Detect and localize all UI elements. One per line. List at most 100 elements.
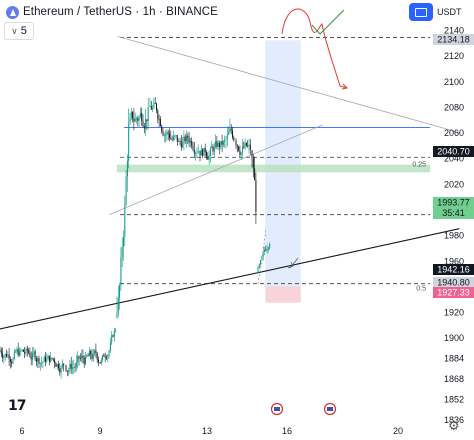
- candle: [169, 133, 170, 138]
- current-price-countdown: 35:41: [442, 208, 465, 218]
- candle: [137, 118, 139, 121]
- candle: [66, 370, 68, 372]
- candle: [245, 142, 247, 146]
- candle: [125, 176, 127, 205]
- candle: [86, 355, 88, 357]
- candle: [213, 147, 215, 152]
- currency-icon: [415, 7, 427, 17]
- candle: [11, 361, 13, 364]
- y-tick-label: 1868: [444, 374, 464, 384]
- candle: [112, 335, 114, 337]
- y-tick-label: 1900: [444, 333, 464, 343]
- y-tick-label: 1920: [444, 308, 464, 318]
- candle: [191, 140, 193, 146]
- candle: [51, 357, 53, 359]
- candle: [50, 357, 52, 362]
- candle: [77, 355, 79, 363]
- candle: [0, 350, 1, 352]
- candle: [165, 134, 167, 136]
- candle: [156, 103, 157, 111]
- candle: [60, 367, 62, 373]
- candle: [249, 144, 251, 151]
- candle: [117, 297, 119, 313]
- candle: [251, 150, 253, 159]
- candle: [229, 128, 231, 133]
- candle: [83, 357, 85, 365]
- candle: [265, 249, 267, 251]
- y-tick-label: 2020: [444, 179, 464, 189]
- candle: [43, 356, 45, 363]
- candle: [129, 117, 131, 125]
- stop-level-box: [433, 287, 474, 298]
- candle: [3, 357, 5, 359]
- candle: [2, 353, 4, 358]
- candle: [183, 136, 185, 144]
- candle: [207, 156, 209, 160]
- candle: [163, 135, 165, 136]
- candle: [187, 135, 189, 138]
- candle: [152, 108, 154, 110]
- candle: [184, 136, 186, 142]
- candle: [232, 130, 233, 138]
- candle: [95, 350, 97, 354]
- candle: [91, 354, 93, 359]
- candle: [121, 246, 123, 258]
- candle: [26, 348, 28, 351]
- candle: [220, 141, 222, 148]
- candle: [188, 137, 190, 143]
- indicators-toggle[interactable]: ∨ 5: [4, 22, 34, 40]
- candle: [233, 137, 235, 141]
- candle: [200, 149, 202, 156]
- candle: [29, 352, 31, 357]
- stop-loss-box: [265, 286, 301, 303]
- current-price-label: 1993.77: [437, 198, 470, 208]
- candle: [189, 140, 191, 143]
- candle: [41, 362, 43, 364]
- candle: [230, 128, 232, 131]
- candle: [176, 135, 178, 142]
- candle: [166, 132, 168, 135]
- candle: [153, 102, 155, 109]
- candle: [235, 140, 237, 146]
- candle: [186, 135, 187, 142]
- candle: [136, 118, 137, 120]
- candle: [54, 359, 56, 363]
- candle: [209, 148, 211, 157]
- candle: [260, 260, 262, 265]
- level-1942-box: [433, 264, 474, 275]
- candle: [195, 153, 197, 154]
- candle: [202, 149, 204, 156]
- candle: [161, 125, 163, 131]
- candle: [73, 366, 75, 368]
- candle: [92, 353, 94, 359]
- gear-icon[interactable]: ⚙: [448, 418, 460, 433]
- symbol-title[interactable]: Ethereum / TetherUS · 1h · BINANCE: [23, 6, 218, 18]
- candle: [104, 356, 106, 358]
- candle: [28, 350, 30, 353]
- level-1942-label: 1942.16: [437, 265, 470, 275]
- candle: [204, 147, 206, 152]
- level-2040-label: 2040.70: [437, 147, 470, 157]
- candle: [221, 141, 223, 145]
- candle: [79, 358, 81, 360]
- candle: [224, 139, 226, 142]
- candle: [248, 144, 250, 147]
- candle: [240, 152, 242, 155]
- ascending-support-line: [0, 228, 460, 330]
- candle: [197, 150, 199, 153]
- candle: [222, 141, 224, 145]
- candle: [179, 141, 181, 142]
- x-tick-label: 13: [202, 426, 212, 436]
- candle: [170, 137, 172, 139]
- candle: [149, 106, 151, 108]
- candle: [15, 351, 17, 353]
- candle: [255, 180, 257, 212]
- candle: [70, 363, 72, 369]
- currency-button[interactable]: [409, 3, 433, 21]
- red-scenario-arrowhead: [341, 83, 349, 90]
- candle: [243, 146, 245, 148]
- candle: [63, 363, 65, 366]
- candle: [145, 119, 147, 129]
- candle: [24, 351, 26, 354]
